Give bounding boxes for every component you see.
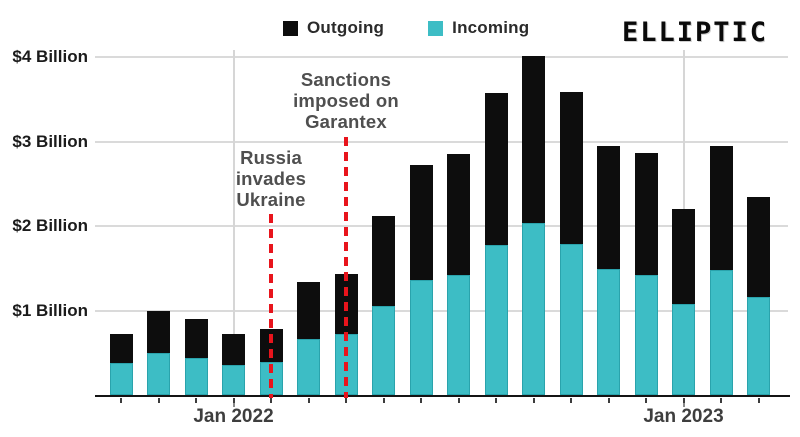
- bar-outgoing-may-2022: [372, 216, 395, 306]
- x-tick: [345, 397, 347, 403]
- bar-incoming-dec-2022: [634, 274, 658, 396]
- y-axis-label-3b: $3 Billion: [12, 131, 88, 151]
- annotation-line: Sanctions: [300, 69, 392, 90]
- y-axis-label-4b: $4 Billion: [12, 47, 88, 67]
- bar-outgoing-nov-2021: [147, 310, 170, 354]
- bar-outgoing-oct-2022: [559, 91, 583, 245]
- bar-outgoing-jan-2022: [222, 333, 245, 366]
- bar-outgoing-nov-2022: [597, 145, 620, 270]
- bar-incoming-sep-2022: [522, 222, 545, 396]
- annotation-line: Garantex: [305, 111, 387, 132]
- legend-label-incoming: Incoming: [452, 18, 530, 37]
- bar-outgoing-mar-2022: [297, 282, 320, 339]
- x-tick: [420, 397, 422, 403]
- annotation-line: Russia: [240, 147, 302, 168]
- bar-outgoing-jan-2023: [672, 209, 695, 305]
- bar-incoming-aug-2022: [484, 244, 508, 396]
- x-tick: [532, 397, 535, 403]
- bar-incoming-mar-2023: [747, 296, 770, 396]
- bar-outgoing-dec-2022: [634, 152, 658, 275]
- bar-incoming-oct-2022: [559, 244, 583, 396]
- annotation-line: Ukraine: [236, 189, 306, 210]
- gridline-4b: [95, 56, 788, 59]
- event-line-russia-invades-ukraine: [269, 214, 273, 398]
- x-tick: [157, 397, 160, 403]
- annotation-garantex-sanctions: Sanctions imposed on Garantex: [256, 69, 436, 132]
- event-line-garantex-sanctions: [344, 137, 348, 398]
- vgridline-jan-2022: [232, 50, 235, 396]
- x-tick: [382, 397, 385, 403]
- x-tick: [757, 397, 760, 403]
- y-axis-label-2b: $2 Billion: [12, 216, 88, 236]
- x-tick: [270, 397, 272, 403]
- bar-incoming-oct-2021: [109, 363, 133, 396]
- bar-incoming-jul-2022: [447, 275, 470, 396]
- bar-incoming-jan-2022: [222, 365, 245, 396]
- x-tick: [645, 397, 647, 403]
- bar-incoming-feb-2023: [709, 270, 733, 396]
- bar-outgoing-dec-2021: [184, 318, 208, 359]
- x-tick: [495, 397, 497, 403]
- annotation-line: imposed on: [293, 90, 399, 111]
- x-axis-line: [95, 394, 790, 397]
- gridline-1b: [95, 309, 788, 312]
- x-axis-label-jan-2022: Jan 2022: [193, 406, 274, 427]
- x-tick: [307, 397, 310, 403]
- bar-incoming-dec-2021: [184, 358, 208, 396]
- x-tick: [607, 397, 610, 403]
- annotation-russia-invades-ukraine: Russia invades Ukraine: [181, 147, 361, 210]
- legend: Outgoing Incoming: [283, 18, 529, 38]
- x-tick: [570, 397, 572, 403]
- annotation-line: invades: [235, 168, 307, 189]
- bar-incoming-nov-2021: [147, 353, 170, 396]
- bar-outgoing-feb-2023: [709, 145, 733, 271]
- x-tick: [120, 397, 122, 403]
- elliptic-logo: ELLIPTIC: [622, 17, 769, 48]
- bar-incoming-nov-2022: [597, 269, 620, 396]
- x-axis-label-jan-2023: Jan 2023: [643, 406, 724, 427]
- bar-outgoing-sep-2022: [522, 56, 545, 223]
- x-tick: [720, 397, 722, 403]
- legend-swatch-incoming: [428, 20, 444, 36]
- x-tick: [195, 397, 197, 403]
- bar-outgoing-oct-2021: [109, 333, 133, 364]
- bar-incoming-jan-2023: [672, 304, 695, 396]
- bar-incoming-jun-2022: [409, 279, 433, 396]
- bar-outgoing-jun-2022: [409, 165, 433, 280]
- bar-incoming-mar-2022: [297, 338, 320, 396]
- x-tick: [682, 397, 685, 403]
- gridline-2b: [95, 225, 788, 228]
- legend-swatch-outgoing: [283, 20, 298, 36]
- bar-outgoing-jul-2022: [447, 154, 470, 276]
- bar-outgoing-mar-2023: [747, 196, 770, 297]
- x-tick: [457, 397, 460, 403]
- bar-outgoing-aug-2022: [484, 93, 508, 245]
- legend-label-outgoing: Outgoing: [307, 18, 385, 37]
- x-tick: [232, 397, 235, 403]
- gridline-3b: [95, 140, 788, 143]
- bar-incoming-may-2022: [372, 305, 395, 396]
- y-axis-label-1b: $1 Billion: [12, 300, 88, 320]
